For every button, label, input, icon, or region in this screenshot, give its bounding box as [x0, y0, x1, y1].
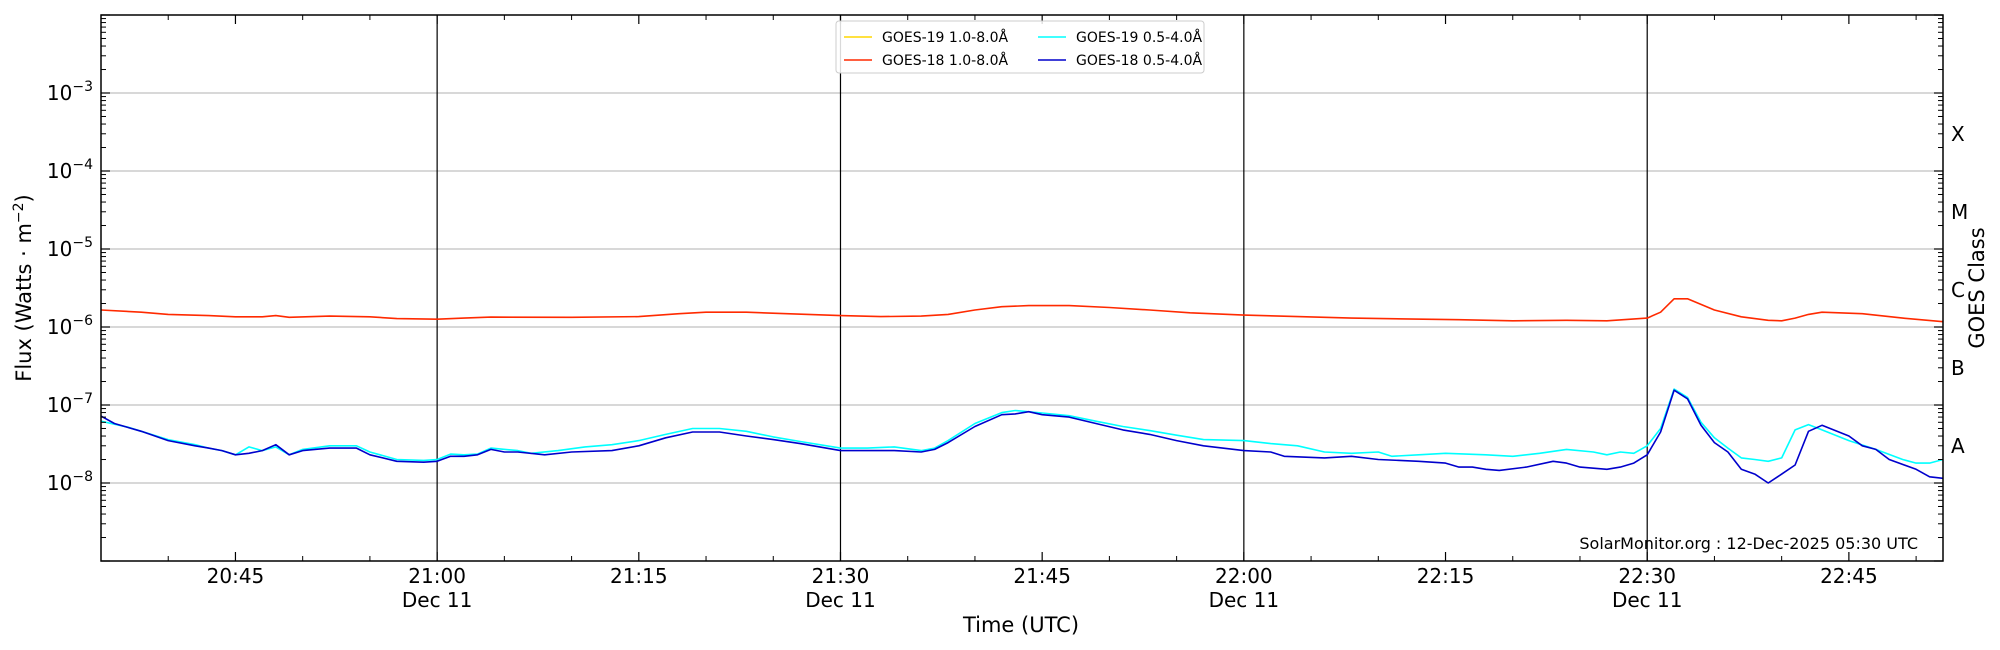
y-tick-label: 10−5: [47, 235, 93, 261]
x-tick-date-label: Dec 11: [1612, 588, 1683, 612]
day-marker-lines: [436, 15, 1648, 561]
legend-label: GOES-18 0.5-4.0Å: [1076, 52, 1202, 69]
legend-entry: GOES-19 0.5-4.0Å: [1038, 29, 1202, 46]
y-tick-label: 10−6: [47, 313, 93, 339]
legend-label: GOES-19 0.5-4.0Å: [1076, 29, 1202, 46]
x-tick-date-label: Dec 11: [402, 588, 473, 612]
x-tick-label: 21:15: [610, 564, 668, 588]
x-tick-label: 21:00: [408, 564, 466, 588]
goes-class-label: X: [1951, 122, 1965, 146]
data-series: [100, 298, 1944, 484]
series-line: [100, 298, 1944, 323]
goes-class-labels: A B C M X: [1951, 122, 1968, 458]
plot-frame: [100, 14, 1944, 562]
goes-class-label: C: [1951, 278, 1965, 302]
x-tick-label: 22:30: [1618, 564, 1676, 588]
y-tick-label: 10−3: [47, 79, 93, 105]
series-line: [100, 389, 1944, 484]
goes-class-label: A: [1951, 434, 1965, 458]
grid-lines: [101, 92, 1943, 484]
goes-class-label: B: [1951, 356, 1965, 380]
y-tick-label: 10−8: [47, 469, 93, 495]
right-axis-title: GOES Class: [1965, 227, 1989, 348]
legend-label: GOES-19 1.0-8.0Å: [882, 29, 1008, 46]
x-tick-label: 22:45: [1820, 564, 1878, 588]
x-tick-date-label: Dec 11: [805, 588, 876, 612]
credit-text: SolarMonitor.org : 12-Dec-2025 05:30 UTC: [1579, 534, 1918, 553]
legend-entry: GOES-18 0.5-4.0Å: [1038, 52, 1202, 69]
y-tick-label: 10−7: [47, 391, 93, 417]
legend: GOES-19 1.0-8.0Å GOES-19 0.5-4.0Å GOES-1…: [835, 20, 1205, 74]
legend-entry: GOES-18 1.0-8.0Å: [844, 52, 1008, 69]
legend-entry: GOES-19 1.0-8.0Å: [844, 29, 1008, 46]
x-tick-label: 22:15: [1417, 564, 1475, 588]
x-axis-title: Time (UTC): [962, 613, 1079, 637]
y-axis-title: Flux (Watts · m−2): [11, 194, 36, 382]
y-tick-label: 10−4: [47, 157, 93, 183]
y-tick-labels: 10−8 10−7 10−6 10−5 10−4 10−3: [47, 79, 93, 495]
x-tick-label: 21:30: [812, 564, 870, 588]
goes-class-label: M: [1951, 200, 1968, 224]
x-tick-date-label: Dec 11: [1209, 588, 1280, 612]
x-tick-label: 22:00: [1215, 564, 1273, 588]
axis-ticks: [100, 14, 1943, 562]
legend-box: [835, 20, 1205, 74]
x-tick-label: 20:45: [207, 564, 265, 588]
x-tick-label: 21:45: [1013, 564, 1071, 588]
legend-label: GOES-18 1.0-8.0Å: [882, 52, 1008, 69]
